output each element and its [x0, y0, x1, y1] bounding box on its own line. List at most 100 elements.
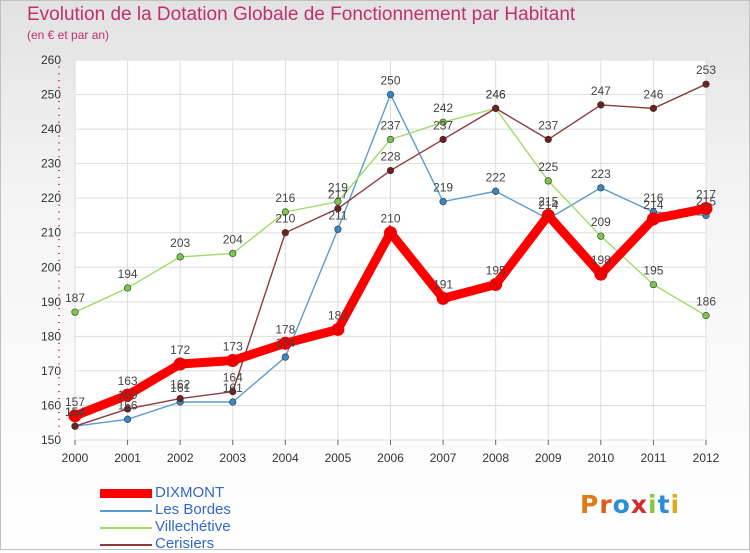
data-label: 198 [591, 253, 611, 267]
data-label: 250 [380, 74, 400, 88]
data-point [331, 322, 345, 336]
data-label: 187 [65, 291, 85, 305]
data-label: 173 [223, 340, 243, 354]
data-label: 174 [275, 336, 295, 350]
x-tick-label: 2006 [377, 451, 404, 465]
data-point [439, 118, 447, 126]
data-point [71, 308, 79, 316]
data-label: 210 [380, 212, 400, 226]
data-label: 246 [643, 87, 663, 101]
data-point [699, 202, 713, 216]
data-label: 204 [223, 232, 243, 246]
logo-letter: i [648, 490, 658, 519]
data-point [386, 166, 395, 175]
legend-item: DIXMONT [100, 484, 300, 502]
data-label: 237 [538, 118, 558, 132]
data-point [702, 80, 710, 88]
data-label: 237 [433, 118, 453, 132]
data-point [492, 104, 500, 112]
x-tick-label: 2011 [641, 451, 667, 465]
data-point [123, 405, 132, 413]
data-point [436, 291, 450, 305]
data-label: 215 [696, 194, 716, 208]
data-point [597, 101, 605, 109]
data-label: 195 [486, 264, 506, 278]
data-point [702, 312, 710, 320]
data-label: 215 [538, 194, 558, 208]
legend-label: DIXMONT [155, 484, 225, 501]
data-label: 253 [696, 63, 716, 77]
data-point [229, 398, 237, 406]
x-tick-label: 2010 [587, 451, 614, 465]
data-label: 154 [65, 405, 85, 419]
y-tick-label: 150 [41, 433, 61, 447]
y-tick-label: 220 [41, 191, 61, 205]
x-tick-label: 2002 [167, 451, 194, 465]
data-label: 210 [275, 212, 295, 226]
data-label: 247 [591, 84, 611, 98]
data-point [121, 388, 135, 402]
y-tick-label: 260 [41, 53, 61, 67]
data-label: 182 [328, 308, 348, 322]
data-label: 186 [696, 295, 716, 309]
data-label: 219 [328, 181, 348, 195]
data-label: 214 [538, 198, 558, 212]
x-tick-label: 2001 [114, 451, 141, 465]
data-label: 242 [433, 101, 453, 115]
series-cerisiers [71, 80, 710, 430]
data-label: 222 [486, 170, 506, 184]
x-tick-label: 2009 [535, 451, 562, 465]
data-label: 161 [223, 381, 243, 395]
y-tick-label: 240 [41, 122, 61, 136]
data-label: 162 [170, 378, 190, 392]
logo-letter: t [657, 490, 671, 519]
y-tick-label: 230 [41, 157, 61, 171]
data-label: 217 [696, 188, 716, 202]
data-point [229, 388, 237, 396]
data-label: 156 [118, 398, 138, 412]
data-point [597, 232, 605, 240]
legend-swatch [100, 544, 152, 546]
data-point [541, 208, 555, 222]
series-villech-tive [71, 104, 710, 320]
data-label: 246 [486, 87, 506, 101]
data-label: 164 [223, 371, 243, 385]
series-dixmont [68, 202, 713, 423]
data-point [229, 249, 237, 258]
y-tick-label: 250 [41, 88, 61, 102]
data-label: 219 [433, 181, 453, 195]
data-label: 209 [591, 215, 611, 229]
data-point [649, 280, 658, 289]
legend-swatch [100, 489, 152, 498]
data-point [544, 135, 552, 144]
data-point [334, 204, 342, 213]
data-label: 178 [275, 322, 295, 336]
y-tick-label: 200 [41, 260, 61, 274]
data-point [176, 253, 184, 261]
data-label: 223 [591, 167, 611, 181]
data-point [281, 353, 289, 361]
chart-subtitle: (en € et par an) [27, 28, 110, 42]
data-label: 154 [65, 405, 85, 419]
data-point [334, 225, 342, 233]
x-tick-label: 2004 [272, 451, 299, 465]
data-point [278, 336, 292, 350]
legend-label: Cerisiers [155, 535, 215, 552]
x-tick-label: 2007 [430, 451, 457, 465]
y-tick-label: 190 [41, 295, 61, 309]
data-point [492, 187, 500, 195]
y-tick-label: 160 [41, 398, 61, 412]
data-label: 225 [538, 160, 558, 174]
proxiti-logo: Proxiti [580, 490, 680, 519]
data-point [123, 284, 132, 292]
data-point [489, 278, 503, 292]
data-label: 217 [328, 188, 348, 202]
data-label: 195 [643, 264, 663, 278]
logo-letter: P [580, 490, 600, 519]
data-point [226, 354, 240, 368]
legend-swatch [100, 527, 152, 529]
legend-item: Cerisiers [100, 535, 300, 553]
data-label: 246 [486, 87, 506, 101]
data-label: 157 [65, 395, 85, 409]
